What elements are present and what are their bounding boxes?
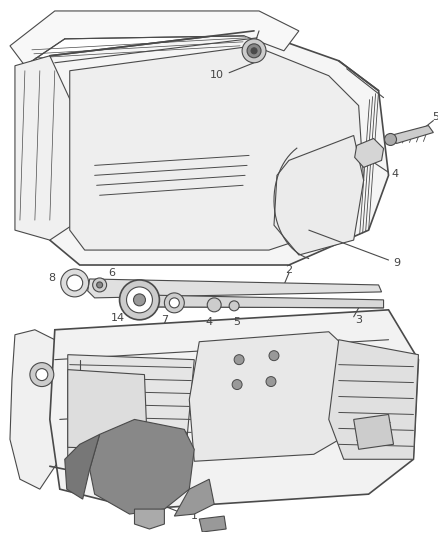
Circle shape	[134, 294, 145, 306]
Circle shape	[229, 301, 239, 311]
Circle shape	[232, 379, 242, 390]
Polygon shape	[15, 56, 80, 240]
Text: 8: 8	[48, 273, 55, 283]
Polygon shape	[90, 419, 194, 514]
Circle shape	[120, 280, 159, 320]
Text: 9: 9	[393, 258, 401, 268]
Circle shape	[385, 133, 396, 146]
Polygon shape	[139, 295, 384, 308]
Text: 5: 5	[233, 317, 240, 327]
Circle shape	[61, 269, 88, 297]
Polygon shape	[88, 279, 381, 298]
Text: 1: 1	[191, 511, 198, 521]
Text: 14: 14	[110, 313, 125, 323]
Polygon shape	[355, 139, 384, 167]
Polygon shape	[70, 46, 364, 250]
Polygon shape	[391, 126, 433, 143]
Text: 7: 7	[161, 315, 168, 325]
Polygon shape	[50, 31, 389, 265]
Polygon shape	[134, 509, 164, 529]
Polygon shape	[274, 135, 364, 255]
Text: 5: 5	[432, 111, 438, 122]
Text: 6: 6	[108, 268, 115, 278]
Polygon shape	[353, 415, 393, 449]
Polygon shape	[65, 434, 99, 499]
Circle shape	[164, 293, 184, 313]
Text: 3: 3	[355, 315, 362, 325]
Circle shape	[247, 44, 261, 58]
Polygon shape	[174, 479, 214, 516]
Polygon shape	[329, 340, 418, 459]
Polygon shape	[189, 332, 359, 461]
Text: 4: 4	[206, 317, 213, 327]
Text: 4: 4	[391, 169, 398, 179]
Circle shape	[269, 351, 279, 361]
Polygon shape	[68, 369, 148, 449]
Polygon shape	[10, 11, 299, 66]
Circle shape	[127, 287, 152, 313]
Circle shape	[93, 278, 106, 292]
Circle shape	[207, 298, 221, 312]
Polygon shape	[199, 516, 226, 532]
Polygon shape	[68, 354, 194, 467]
Circle shape	[242, 39, 266, 63]
Circle shape	[97, 282, 102, 288]
Circle shape	[36, 369, 48, 381]
Circle shape	[234, 354, 244, 365]
Circle shape	[30, 362, 54, 386]
Circle shape	[67, 275, 83, 291]
Text: 2: 2	[285, 265, 293, 275]
Circle shape	[266, 377, 276, 386]
Text: 10: 10	[210, 70, 224, 80]
Polygon shape	[10, 330, 65, 489]
Polygon shape	[50, 310, 418, 509]
Circle shape	[170, 298, 179, 308]
Circle shape	[251, 48, 257, 54]
